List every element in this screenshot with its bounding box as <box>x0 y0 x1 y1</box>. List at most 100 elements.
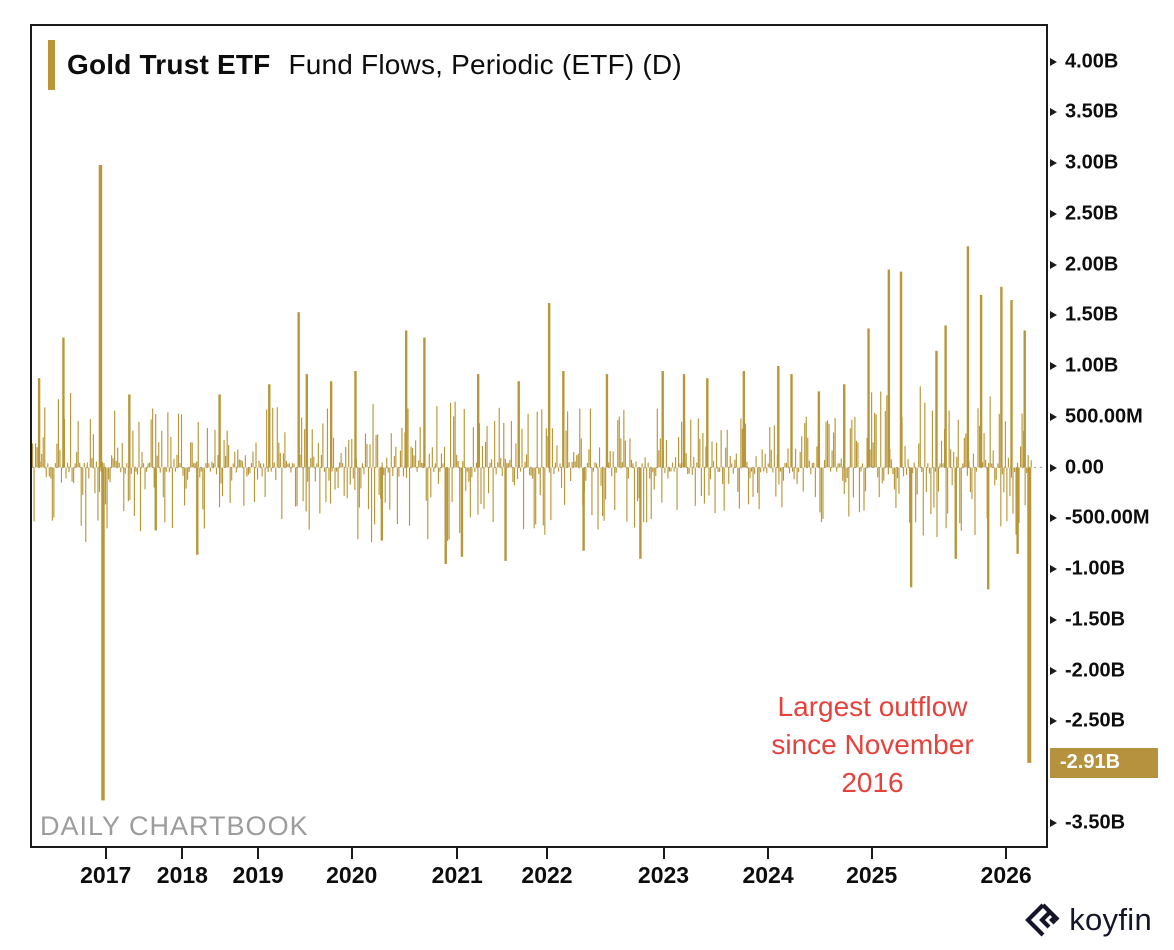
flow-bar <box>488 467 490 494</box>
flow-bar <box>79 462 81 468</box>
flow-bar <box>744 423 747 468</box>
flow-bar <box>258 460 260 468</box>
flow-bar <box>238 459 240 468</box>
flow-bar <box>73 467 75 483</box>
flow-bar <box>302 467 304 502</box>
flow-bar <box>629 438 631 468</box>
flow-bar <box>843 467 845 495</box>
flow-bar <box>475 462 477 468</box>
flow-bar <box>48 467 50 477</box>
flow-bar <box>979 294 983 468</box>
flow-bar <box>209 467 211 472</box>
flow-bar <box>477 467 479 515</box>
flow-bar <box>336 467 338 472</box>
flow-bar <box>170 437 172 468</box>
flow-bar <box>1016 467 1019 554</box>
x-axis-year-label: 2024 <box>742 862 794 888</box>
flow-bar <box>121 443 123 468</box>
flow-bar <box>212 463 215 468</box>
flow-bar <box>149 462 151 468</box>
flow-bar <box>98 165 103 468</box>
flow-bar <box>202 467 204 510</box>
flow-bar <box>439 467 441 472</box>
flow-bar <box>1000 467 1002 527</box>
flow-bar <box>588 449 590 468</box>
flow-bar <box>592 467 595 472</box>
y-axis-label: -500.00M <box>1065 506 1150 529</box>
flow-bar <box>823 460 826 468</box>
flow-bar <box>299 454 301 468</box>
flow-bar <box>171 467 173 528</box>
flow-bar <box>101 467 105 801</box>
flow-bar <box>767 463 769 468</box>
flow-bar <box>51 467 53 521</box>
flow-bar <box>998 413 1000 468</box>
flow-bar <box>469 467 471 518</box>
flow-bar <box>162 467 164 498</box>
flow-bar <box>747 467 750 505</box>
flow-bar <box>962 463 964 468</box>
flow-bar <box>80 467 82 526</box>
x-axis-tick <box>1005 848 1008 859</box>
flow-bar <box>217 455 219 468</box>
flow-bar <box>211 461 213 468</box>
flow-bar <box>585 467 587 481</box>
flow-bar <box>851 419 853 468</box>
flow-bar <box>454 401 456 468</box>
flow-bar <box>1016 462 1019 468</box>
flow-bar <box>755 456 757 468</box>
flow-bar <box>159 467 161 473</box>
flow-bar <box>522 467 525 530</box>
flow-bar <box>661 467 663 503</box>
flow-bar <box>772 467 774 473</box>
flow-bar <box>602 467 604 517</box>
flow-bar <box>564 467 566 505</box>
flow-bar <box>215 467 218 475</box>
flow-bar <box>91 458 93 468</box>
flow-bar <box>405 467 408 478</box>
flow-bar <box>446 467 449 542</box>
flow-bar <box>658 450 660 468</box>
flow-bar <box>88 467 90 479</box>
flow-bar <box>909 467 911 523</box>
flow-bar <box>468 467 470 482</box>
flow-bar <box>626 467 628 522</box>
flow-bar <box>705 446 707 468</box>
flow-bar <box>241 461 243 468</box>
flow-bar <box>539 467 541 496</box>
flow-bar <box>1001 467 1003 475</box>
flow-bar <box>367 467 370 510</box>
flow-bar <box>807 437 809 468</box>
flow-bar <box>147 463 149 468</box>
flow-bar <box>332 437 335 468</box>
annotation-line-1: Largest outflow <box>777 691 968 722</box>
flow-bar <box>255 442 257 468</box>
flow-bar <box>597 467 599 530</box>
flow-bar <box>884 410 886 468</box>
flow-bar <box>948 410 950 468</box>
flow-bar <box>82 467 84 495</box>
flow-bar <box>290 467 292 473</box>
flow-bar <box>708 467 710 496</box>
flow-bar <box>180 414 183 468</box>
flow-bar <box>994 467 996 486</box>
flow-bar <box>567 411 569 468</box>
flow-bar <box>430 467 432 498</box>
flow-bar <box>918 443 920 468</box>
flow-bar <box>1026 467 1028 474</box>
flow-bar <box>114 410 116 468</box>
flow-bar <box>878 467 880 498</box>
flow-bar <box>1021 413 1023 468</box>
flow-bar <box>422 462 424 468</box>
flow-bar <box>953 451 955 468</box>
flow-bar <box>369 444 371 468</box>
flow-bar <box>700 467 702 496</box>
y-axis-label: -2.50B <box>1065 709 1126 732</box>
x-axis-year-label: 2017 <box>80 862 132 888</box>
flow-bar <box>95 461 97 468</box>
flow-bar <box>945 467 947 529</box>
y-axis-tick <box>1050 412 1057 421</box>
flow-bar <box>501 467 503 477</box>
flow-bar <box>431 447 433 468</box>
flow-bar <box>624 440 626 468</box>
